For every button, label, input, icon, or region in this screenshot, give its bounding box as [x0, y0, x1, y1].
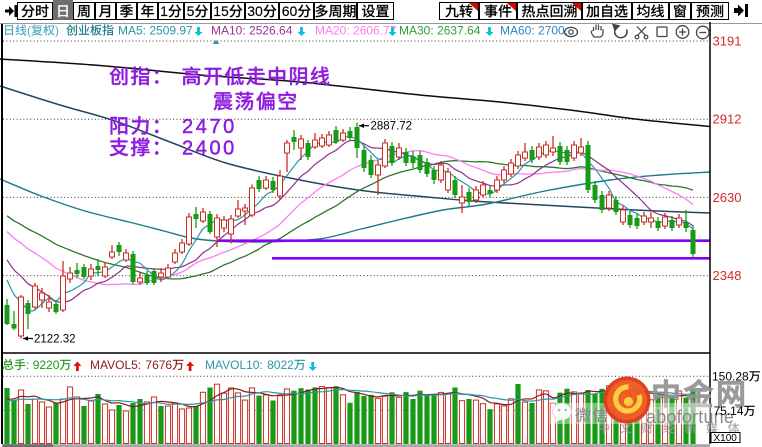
svg-text:MAVOL5:: MAVOL5:	[90, 358, 141, 372]
svg-text:2912: 2912	[713, 112, 742, 127]
svg-text:30: 30	[247, 3, 263, 19]
svg-text:60: 60	[282, 3, 298, 19]
svg-text:MA5: 2509.97: MA5: 2509.97	[118, 24, 193, 38]
svg-text:5: 5	[187, 3, 195, 19]
svg-text:2348: 2348	[713, 268, 742, 283]
svg-text:7676: 7676	[145, 358, 172, 372]
svg-text:(: (	[27, 24, 31, 38]
svg-text:MA20: 2606.77: MA20: 2606.77	[315, 24, 397, 38]
svg-text:): )	[55, 24, 59, 38]
svg-text:MA60: 2700.: MA60: 2700.	[500, 24, 568, 38]
svg-text:abofortune: abofortune	[646, 407, 734, 427]
svg-text::: :	[26, 358, 29, 372]
svg-text:8022: 8022	[267, 358, 294, 372]
svg-text:MAVOL10:: MAVOL10:	[205, 358, 263, 372]
svg-text:15: 15	[213, 3, 229, 19]
svg-text:2400: 2400	[182, 138, 237, 160]
svg-text:3191: 3191	[713, 34, 742, 49]
svg-text:MA10: 2526.64: MA10: 2526.64	[211, 24, 293, 38]
svg-text:2470: 2470	[182, 116, 237, 138]
svg-text:75.14: 75.14	[714, 404, 744, 418]
svg-text:2887.72: 2887.72	[371, 121, 413, 133]
svg-text:X100: X100	[714, 433, 738, 444]
svg-text:2122.32: 2122.32	[34, 334, 76, 346]
svg-text:150.28: 150.28	[712, 370, 749, 384]
svg-text:2630: 2630	[713, 190, 742, 205]
svg-text:9220: 9220	[33, 358, 60, 372]
svg-text:1: 1	[160, 3, 168, 19]
svg-text:MA30: 2637.64: MA30: 2637.64	[399, 24, 481, 38]
